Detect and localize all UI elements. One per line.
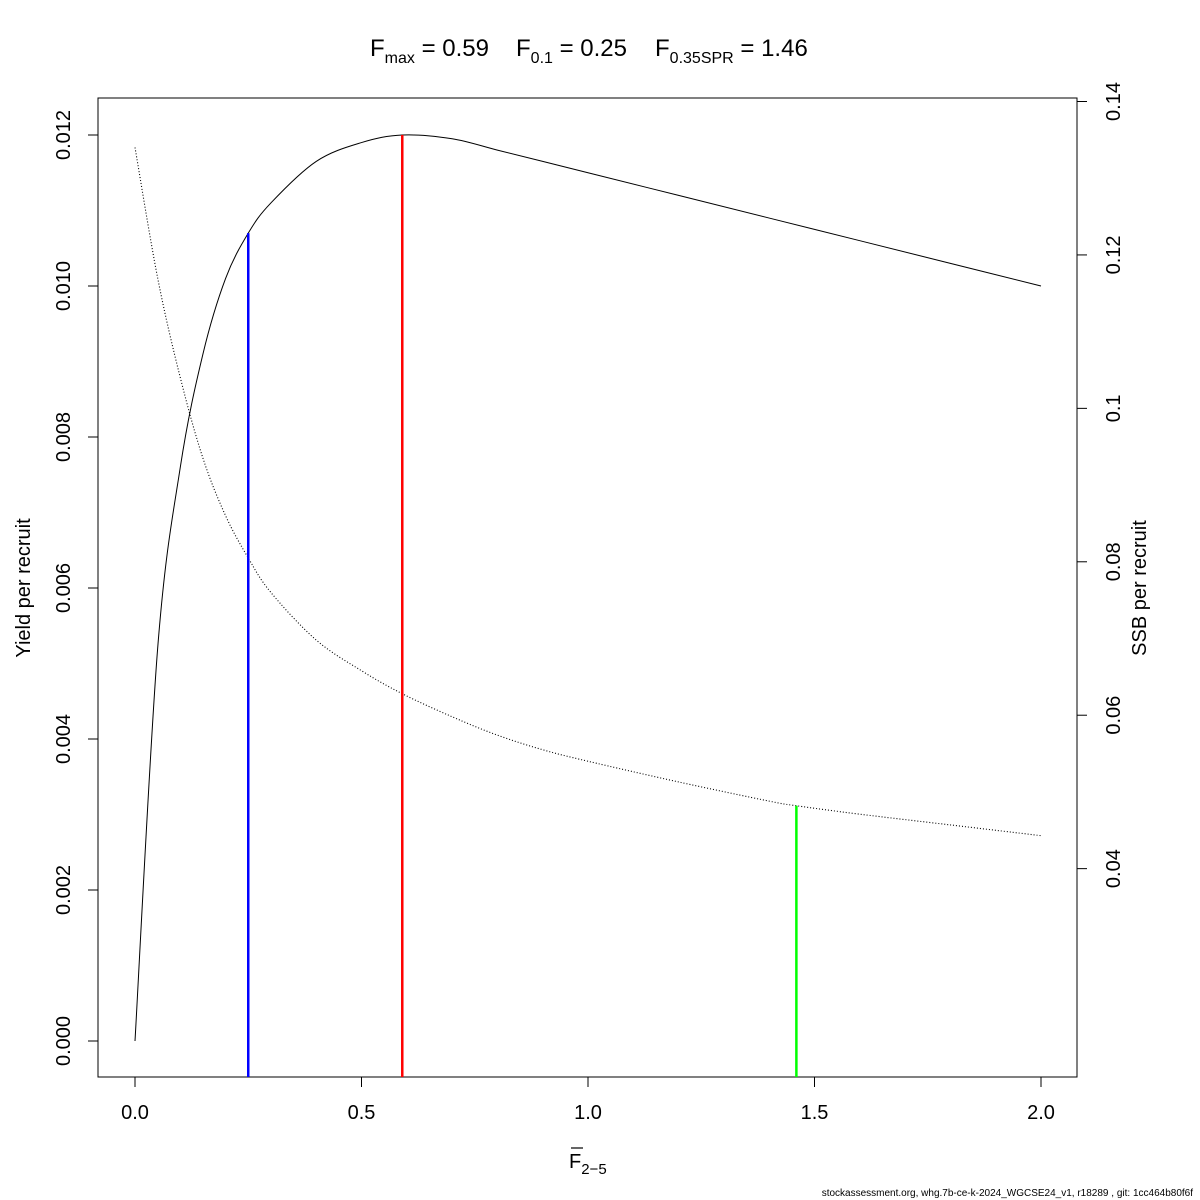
title-f01-sub: 0.1 — [531, 50, 553, 67]
y-tick-label: 0.002 — [53, 865, 75, 915]
title-fmax-sub: max — [385, 50, 415, 67]
title-fspr-eq: = — [734, 35, 761, 62]
title-f01-eq: = — [553, 35, 580, 62]
x-axis-title-symbol: F — [569, 1151, 581, 1173]
series-layer — [134, 134, 1042, 1042]
reference-lines — [247, 135, 798, 1077]
x-tick-label: 2.0 — [1027, 1102, 1055, 1124]
title-f01-value: 0.25 — [580, 35, 627, 62]
y-tick-label: 0.010 — [53, 261, 75, 311]
x-axis-title: F2−5 — [569, 1147, 607, 1178]
title-f01-symbol: F — [516, 35, 531, 62]
x-tick-label: 1.5 — [801, 1102, 829, 1124]
title-fspr-sub: 0.35SPR — [670, 50, 734, 67]
y2-tick-label: 0.06 — [1103, 696, 1125, 735]
y2-tick-label: 0.08 — [1103, 542, 1125, 581]
x-tick-label: 0.0 — [121, 1102, 149, 1124]
y2-tick-label: 0.12 — [1103, 235, 1125, 274]
title-fmax-symbol: F — [370, 35, 385, 62]
y-axis-left: 0.000 0.002 0.004 0.006 0.008 0.010 0.012 — [53, 110, 98, 1066]
x-axis-title-text: F2−5 — [569, 1151, 607, 1178]
y-tick-label: 0.012 — [53, 110, 75, 160]
title-fmax-value: 0.59 — [442, 35, 489, 62]
title-fmax: Fmax = 0.59 — [370, 35, 489, 67]
title-fspr: F0.35SPR = 1.46 — [655, 35, 808, 67]
footer-caption: stockassessment.org, whg.7b-ce-k-2024_WG… — [822, 1188, 1194, 1199]
y-tick-label: 0.006 — [53, 563, 75, 613]
plot-frame — [97, 97, 1078, 1078]
title-fmax-eq: = — [415, 35, 442, 62]
yield-per-recruit-curve — [134, 134, 1042, 1042]
x-axis-title-sub: 2−5 — [581, 1161, 606, 1178]
ssb-per-recruit-curve — [134, 147, 1042, 837]
y2-tick-label: 0.1 — [1103, 394, 1125, 422]
x-axis: 0.0 0.5 1.0 1.5 2.0 — [121, 1077, 1055, 1124]
y2-tick-label: 0.04 — [1103, 849, 1125, 888]
y-axis-right: 0.04 0.06 0.08 0.1 0.12 0.14 — [1077, 82, 1125, 888]
title-fspr-symbol: F — [655, 35, 670, 62]
y-tick-label: 0.008 — [53, 412, 75, 462]
y-axis-title: Yield per recruit — [13, 518, 35, 658]
chart-title: Fmax = 0.59 F0.1 = 0.25 F0.35SPR = 1.46 — [370, 35, 808, 67]
x-tick-label: 0.5 — [348, 1102, 376, 1124]
title-f01: F0.1 = 0.25 — [516, 35, 627, 67]
y2-axis-title: SSB per recruit — [1129, 520, 1151, 656]
title-fspr-value: 1.46 — [761, 35, 808, 62]
y-tick-label: 0.000 — [53, 1016, 75, 1066]
x-tick-label: 1.0 — [574, 1102, 602, 1124]
y2-tick-label: 0.14 — [1103, 82, 1125, 121]
y-tick-label: 0.004 — [53, 714, 75, 764]
